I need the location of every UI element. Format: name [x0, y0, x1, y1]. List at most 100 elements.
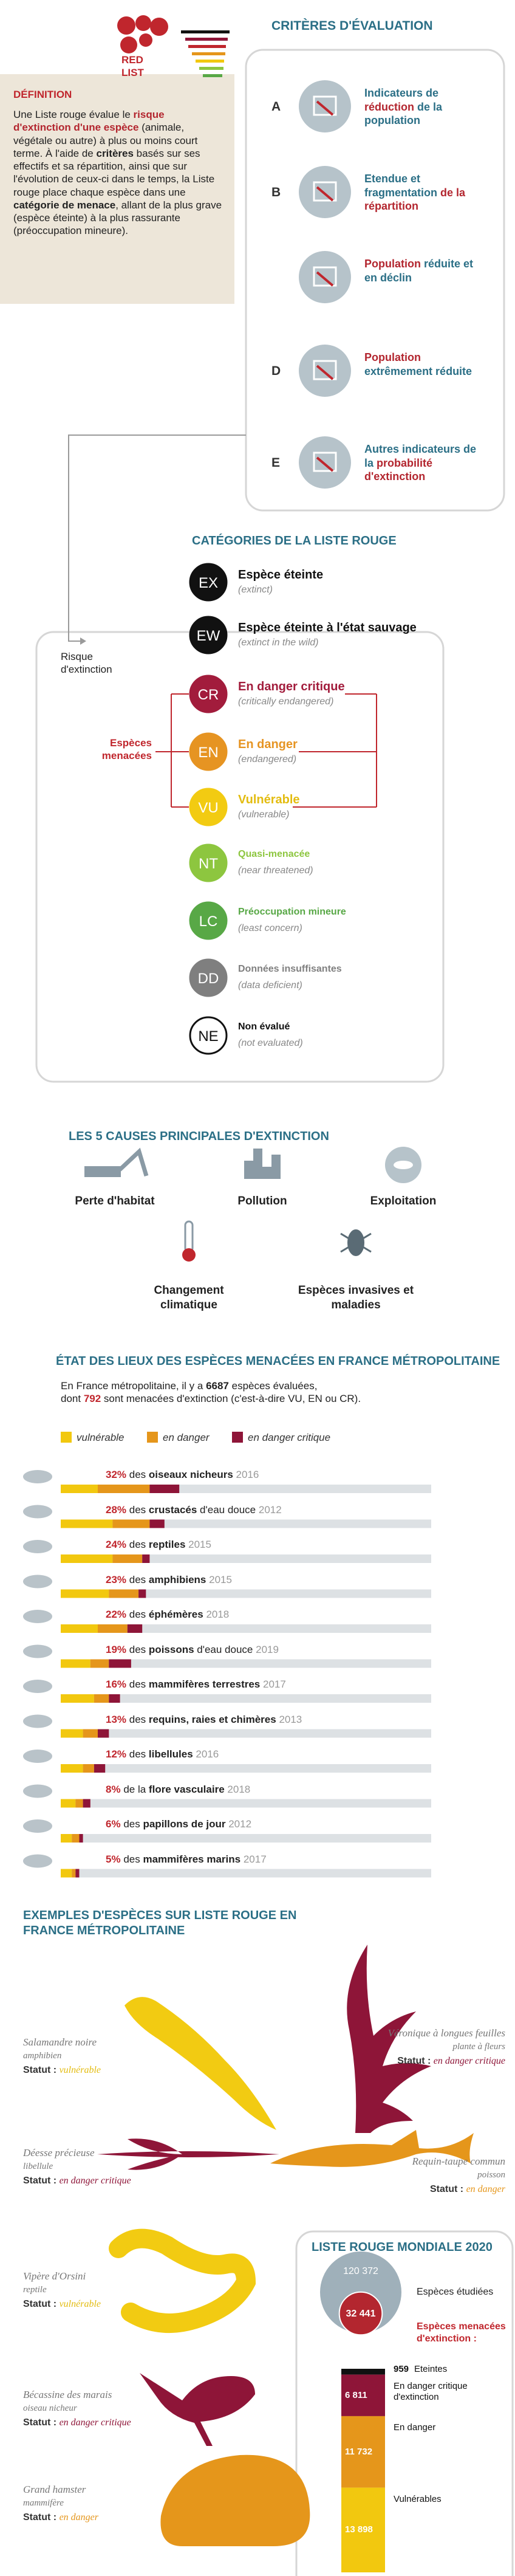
criteria-letter: A — [271, 100, 281, 114]
bar-segment — [109, 1659, 131, 1668]
bar-segment — [138, 1589, 146, 1598]
segment-value: 959 — [394, 2364, 409, 2374]
bar-segment — [112, 1554, 143, 1563]
chart-intro: En France métropolitaine, il y a 6687 es… — [61, 1379, 449, 1406]
criteria-glyph — [316, 100, 334, 116]
criteria-glyph — [313, 95, 337, 116]
criteria-box — [245, 49, 505, 512]
bar-segment — [98, 1729, 109, 1738]
bar-segment — [142, 1554, 150, 1563]
category-name: Quasi-menacée — [238, 849, 310, 859]
criteria-letter: B — [271, 185, 281, 199]
definition-part: (animale, végétale ou autre) à plus ou m… — [13, 122, 198, 159]
total-label: 19% — [106, 1643, 127, 1655]
year: 2017 — [263, 1678, 286, 1690]
criteria-part: réduction — [364, 100, 415, 113]
status-label: Statut : — [430, 2184, 464, 2194]
row-label: 6% des papillons de jour 2012 — [106, 1818, 251, 1830]
bar-track — [61, 1764, 431, 1773]
category-english: (near threatened) — [238, 865, 313, 876]
definition-part: Une Liste rouge évalue le — [13, 109, 134, 120]
category-circle — [189, 843, 228, 882]
section-title: CRITÈRES D'ÉVALUATION — [271, 19, 433, 33]
prefix: des — [129, 1609, 146, 1620]
year: 2015 — [188, 1539, 211, 1550]
species-silhouette — [140, 2373, 255, 2446]
species-group: plante à fleurs — [452, 2042, 505, 2052]
bar-segment — [61, 1554, 113, 1563]
bar-segment — [61, 1764, 83, 1773]
bubble-label: Espèces étudiées — [417, 2287, 494, 2297]
prefix: des — [129, 1469, 146, 1480]
legend-swatch — [147, 1432, 158, 1443]
criteria-part: de la population — [364, 100, 443, 127]
row-icon — [23, 1610, 52, 1623]
year: 2019 — [256, 1643, 279, 1655]
year: 2013 — [279, 1713, 302, 1725]
bar-track — [61, 1799, 431, 1808]
criteria-text: Indicateurs de réduction de la populatio… — [364, 86, 486, 128]
section-title: CATÉGORIES DE LA LISTE ROUGE — [192, 534, 397, 548]
bar-segment — [61, 1659, 90, 1668]
segment-value: 11 732 — [345, 2446, 373, 2457]
bar-segment — [127, 1624, 143, 1633]
row-icon — [23, 1680, 52, 1693]
bar-segment — [61, 1589, 109, 1598]
cause-label: Espèces invasives et maladies — [298, 1284, 414, 1311]
total-label: 8% — [106, 1783, 121, 1795]
prefix: des — [129, 1643, 146, 1655]
segment-name: Vulnérables — [394, 2493, 442, 2504]
criteria-glyph — [313, 360, 337, 380]
risk-box — [35, 631, 445, 1083]
prefix: des — [129, 1573, 146, 1585]
bar-track — [61, 1554, 431, 1563]
cause-label: Changement climatique — [154, 1284, 224, 1311]
total-label: 13% — [106, 1713, 127, 1725]
connector — [68, 434, 246, 642]
status-value: vulnérable — [59, 2299, 101, 2309]
row-label: 19% des poissons d'eau douce 2019 — [106, 1643, 279, 1656]
species-silhouette — [124, 1997, 276, 2130]
color-scale — [181, 30, 230, 77]
intro-part: sont menacées d'extinction (c'est-à-dire… — [101, 1393, 361, 1405]
category-label: requins, raies et chimères — [148, 1713, 276, 1725]
status-label: Statut : — [23, 2299, 57, 2309]
segment-value: 6 811 — [345, 2389, 367, 2400]
cause-icon — [394, 1161, 413, 1169]
definition-part: risque d'extinction d'une espèce — [13, 109, 165, 134]
status-value: en danger critique — [433, 2056, 505, 2066]
category-label: éphémères — [148, 1609, 203, 1620]
category-circle — [189, 616, 228, 654]
category-code: CR — [198, 687, 219, 703]
criteria-part: de la répartition — [364, 186, 466, 213]
status-label: Statut : — [23, 2417, 57, 2428]
bar-segment — [79, 1834, 83, 1843]
row-icon — [23, 1470, 52, 1483]
row-icon — [23, 1819, 52, 1833]
definition-part: catégorie de menace — [13, 199, 116, 211]
category-circle — [189, 675, 228, 713]
row-icon — [23, 1505, 52, 1519]
criteria-part: Population — [364, 258, 421, 270]
prefix: des — [129, 1539, 146, 1550]
species-silhouette — [97, 2138, 279, 2170]
intro-part: 792 — [83, 1393, 101, 1405]
species-name: Bécassine des marais — [23, 2389, 112, 2400]
bar-segment — [83, 1729, 98, 1738]
category-english: (least concern) — [238, 923, 302, 933]
criteria-icon — [299, 345, 351, 397]
bubble-value: 32 441 — [346, 2309, 376, 2319]
criteria-glyph — [316, 271, 334, 287]
bar-track — [61, 1589, 431, 1598]
species-group: oiseau nicheur — [23, 2403, 77, 2413]
category-english: (endangered) — [238, 754, 297, 764]
intro-part: espèces évaluées, — [228, 1380, 318, 1392]
species-silhouette — [270, 2130, 474, 2167]
category-english: (extinct) — [238, 585, 273, 595]
bar-track — [61, 1694, 431, 1703]
category-name: En danger — [238, 738, 298, 751]
row-icon — [23, 1644, 52, 1658]
bar-segment — [94, 1764, 106, 1773]
species-name: Vipère d'Orsini — [23, 2270, 86, 2282]
legend-label: vulnérable — [77, 1432, 124, 1443]
